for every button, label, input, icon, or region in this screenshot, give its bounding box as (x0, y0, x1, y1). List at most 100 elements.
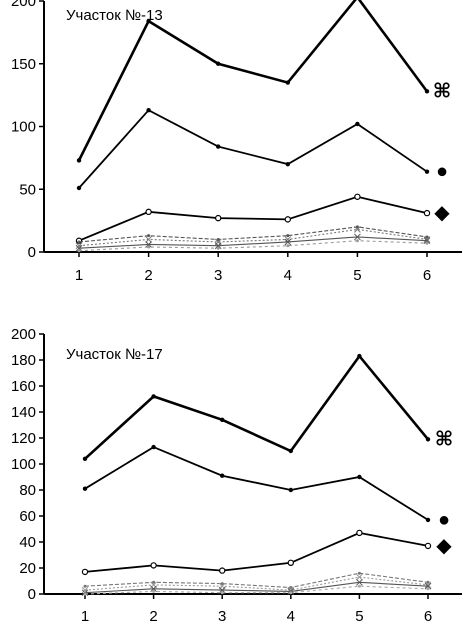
data-point (354, 226, 361, 233)
data-point (357, 353, 362, 359)
series-2: ● (76, 107, 448, 191)
data-point (284, 238, 292, 246)
data-point (424, 542, 432, 550)
chart-top-panel: Участок №-13 0 50 100 150 200 1 2 3 4 5 6 ⌘ ● ◆ (11, 0, 462, 284)
chart-top-title: Участок №-13 (66, 7, 163, 24)
series-end-marker: ⌘ (435, 428, 454, 450)
data-point (152, 580, 156, 584)
y-tick-label: 20 (19, 560, 36, 577)
series-7 (77, 239, 429, 253)
data-point (151, 444, 156, 450)
x-tick-label: 3 (218, 608, 226, 625)
data-point (76, 158, 82, 163)
series-line (78, 236, 428, 249)
x-tick-label: 3 (214, 267, 222, 284)
x-tick-label: 5 (353, 267, 361, 284)
data-point (220, 582, 224, 586)
series-4 (83, 571, 430, 589)
data-point (147, 234, 151, 238)
y-tick-label: 60 (19, 508, 36, 525)
series-end-marker: ● (438, 509, 450, 531)
data-point (425, 241, 429, 245)
data-point (216, 237, 220, 241)
data-point (356, 573, 363, 581)
y-tick-label: 100 (11, 119, 36, 136)
series-6 (81, 578, 432, 597)
data-point (152, 589, 156, 593)
data-point (289, 586, 293, 589)
series-1: ⌘ (82, 353, 454, 461)
data-point (145, 208, 152, 216)
data-point (288, 448, 293, 454)
x-tick-label: 6 (423, 267, 431, 284)
data-point (356, 529, 363, 537)
series-end-marker: ● (436, 161, 448, 183)
data-point (426, 587, 430, 591)
series-6 (75, 233, 431, 252)
data-point (355, 239, 359, 243)
data-point (425, 437, 431, 442)
series-3: ◆ (75, 193, 450, 244)
data-point (146, 107, 151, 113)
x-tick-label: 2 (149, 608, 157, 625)
data-point (355, 121, 360, 127)
x-tick-label: 1 (81, 608, 89, 625)
data-point (424, 89, 430, 94)
series-line (84, 353, 430, 460)
y-tick-label: 120 (11, 430, 36, 447)
chart-bottom-title: Участок №-17 (66, 346, 163, 363)
data-point (424, 169, 430, 174)
x-tick-label: 6 (424, 608, 432, 625)
series-line (78, 226, 428, 243)
series-line (84, 572, 429, 589)
y-tick-label: 100 (11, 456, 36, 473)
data-point (214, 242, 222, 250)
y-tick-label: 200 (11, 326, 36, 343)
y-tick-label: 160 (11, 378, 36, 395)
data-point (81, 568, 89, 576)
data-point (287, 586, 295, 594)
series-2: ● (82, 444, 450, 531)
data-point (288, 487, 293, 493)
series-7 (83, 584, 430, 596)
y-tick-label: 0 (28, 244, 36, 261)
series-line (84, 446, 429, 521)
series-5 (81, 573, 432, 594)
data-point (286, 234, 290, 238)
data-point (355, 225, 359, 229)
series-line (84, 581, 429, 594)
data-point (151, 394, 156, 399)
data-point (147, 245, 151, 249)
x-tick-label: 5 (355, 608, 363, 625)
x-tick-label: 4 (287, 608, 295, 625)
series-line (78, 195, 428, 242)
data-point (216, 144, 221, 149)
data-point (287, 559, 294, 567)
data-point (357, 474, 362, 480)
series-4 (77, 225, 429, 244)
data-point (284, 216, 291, 223)
y-tick-label: 180 (11, 352, 36, 369)
series-1: ⌘ (76, 0, 451, 163)
series-end-marker: ◆ (436, 535, 452, 557)
data-point (82, 486, 88, 491)
data-point (146, 18, 151, 24)
series-line (78, 240, 428, 252)
y-tick-label: 140 (11, 404, 36, 421)
y-tick-label: 80 (19, 482, 36, 499)
y-tick-label: 50 (19, 181, 36, 198)
data-point (425, 235, 429, 239)
series-3: ◆ (81, 529, 452, 576)
data-point (425, 517, 431, 523)
data-point (220, 417, 225, 422)
data-point (356, 578, 363, 586)
data-point (83, 592, 87, 596)
data-point (354, 193, 361, 200)
data-point (285, 80, 290, 85)
data-point (286, 244, 290, 248)
x-tick-label: 1 (75, 267, 83, 284)
series-end-marker: ◆ (434, 202, 450, 224)
chart-bottom-panel: Участок №-17 0 20 40 60 80 100 120 140 160 180 200… (11, 326, 462, 625)
data-point (424, 581, 432, 589)
